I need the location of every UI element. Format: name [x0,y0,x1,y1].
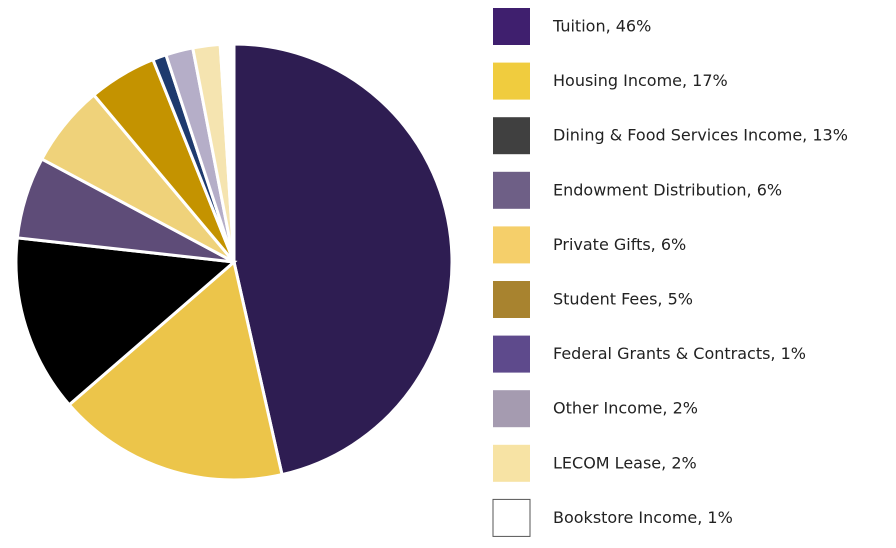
legend-swatch [493,335,530,373]
legend-label: Student Fees, 5% [553,290,693,309]
legend-swatch [493,117,530,155]
legend-swatch [493,171,530,209]
legend-swatch [492,498,531,537]
pie-slice [232,42,454,477]
pie-slice [218,42,236,263]
legend-label: Federal Grants & Contracts, 1% [553,344,806,363]
legend-label: Bookstore Income, 1% [553,508,733,527]
legend-swatch [493,226,530,264]
legend-swatch [493,8,530,45]
legend-label: Housing Income, 17% [553,71,728,90]
legend-label: Endowment Distribution, 6% [553,180,782,199]
legend-swatch [493,281,530,318]
legend-label: Other Income, 2% [553,399,698,418]
legend-label: Dining & Food Services Income, 13% [553,126,848,145]
legend-swatch [493,62,530,100]
legend-swatch [493,444,530,482]
legend-label: LECOM Lease, 2% [553,453,697,472]
legend-label: Tuition, 46% [552,17,651,36]
legend-swatch [493,390,530,428]
pie-slice [14,236,238,407]
legend-label: Private Gifts, 6% [553,235,686,254]
pie-slice [67,259,284,482]
